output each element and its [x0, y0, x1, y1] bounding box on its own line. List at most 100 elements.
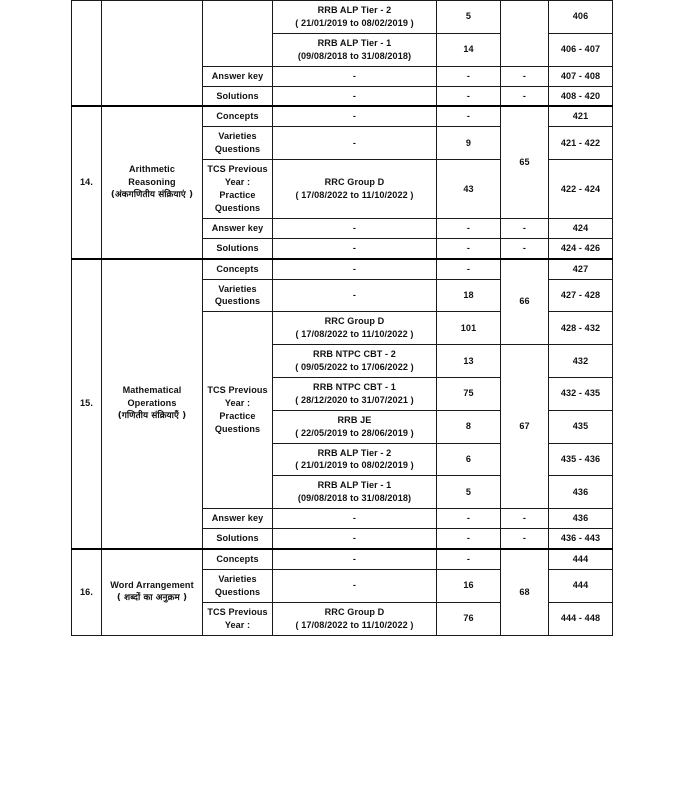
- tcs-line2: Year :: [224, 619, 251, 630]
- cell-qty: -: [436, 217, 501, 239]
- tcs-line4: Questions: [214, 424, 261, 435]
- cell-type-tcs-previous-year: TCS Previous Year : Practice Questions: [202, 311, 273, 510]
- cell-qty: 75: [436, 376, 501, 411]
- cell-type-answer-key: Answer key: [202, 217, 273, 239]
- cell-page: 432 - 435: [548, 376, 613, 411]
- cell-chapter: -: [500, 217, 549, 239]
- cell-qty: -: [436, 528, 501, 550]
- cell-exam-ntpc-cbt-2: RRB NTPC CBT - 2 ( 09/05/2022 to 17/06/2…: [272, 344, 437, 378]
- table-row-section-15-varieties: Varieties Questions - 18 427 - 428: [72, 278, 613, 313]
- cell-page: 421: [548, 105, 613, 128]
- tcs-line3: Practice: [219, 189, 256, 200]
- cell-exam: -: [272, 568, 437, 603]
- cell-exam: -: [272, 528, 437, 550]
- cell-qty: 5: [436, 475, 501, 510]
- table-row-section-15-ntpc-cbt-2: RRB NTPC CBT - 2 ( 09/05/2022 to 17/06/2…: [72, 344, 613, 510]
- cell-type-concepts: Concepts: [202, 105, 273, 128]
- cell-chapter: -: [500, 508, 549, 530]
- cell-exam-ntpc-cbt-1: RRB NTPC CBT - 1 ( 28/12/2020 to 31/07/2…: [272, 376, 437, 411]
- cell-qty: -: [436, 65, 501, 87]
- tcs-line2: Year :: [224, 398, 251, 409]
- cell-exam-rrc-group-d: RRC Group D ( 17/08/2022 to 11/10/2022 ): [272, 601, 437, 636]
- cell-sno-15: 15.: [71, 257, 102, 550]
- cell-exam: -: [272, 278, 437, 313]
- cell-exam-alp-tier-2: RRB ALP Tier - 2 ( 21/01/2019 to 08/02/2…: [272, 0, 437, 34]
- cell-page: 435 - 436: [548, 442, 613, 477]
- cell-sno-14: 14.: [71, 105, 102, 260]
- cell-page: 406 - 407: [548, 32, 613, 67]
- cell-type-solutions: Solutions: [202, 528, 273, 550]
- exam-date: ( 17/08/2022 to 11/10/2022 ): [295, 189, 414, 200]
- cell-type-varieties: Varieties Questions: [202, 568, 273, 603]
- cell-page: 421 - 422: [548, 126, 613, 161]
- cell-chapter-carryover: [500, 0, 549, 67]
- cell-chapter: -: [500, 237, 549, 260]
- exam-name: RRB ALP Tier - 1: [317, 37, 392, 48]
- table-row-section-14-solutions: Solutions - - - 424 - 426: [72, 237, 613, 260]
- topic-en-line2: Reasoning: [128, 176, 176, 187]
- table-row-section-14-answer-key: Answer key - - - 424: [72, 217, 613, 239]
- varieties-line2: Questions: [214, 296, 261, 307]
- topic-hindi: (गणितीय संक्रियाएँ ): [117, 411, 187, 422]
- topic-hindi: (अंकगणितीय संक्रियाएं ): [110, 189, 194, 200]
- table-row: RRB ALP Tier - 1 (09/08/2018 to 31/08/20…: [72, 32, 613, 67]
- exam-name: RRC Group D: [324, 177, 385, 188]
- exam-date: ( 17/08/2022 to 11/10/2022 ): [295, 619, 414, 630]
- cell-qty: -: [436, 508, 501, 530]
- cell-sno-carryover: [71, 0, 102, 107]
- cell-sno-16: 16.: [71, 547, 102, 636]
- exam-date: ( 22/05/2019 to 28/06/2019 ): [295, 427, 414, 438]
- exam-name: RRB NTPC CBT - 2: [313, 349, 396, 360]
- cell-exam: -: [272, 237, 437, 260]
- topic-en-line1: Mathematical: [122, 385, 182, 396]
- cell-exam-alp-tier-1: RRB ALP Tier - 1 (09/08/2018 to 31/08/20…: [272, 475, 437, 510]
- cell-type-concepts: Concepts: [202, 257, 273, 280]
- cell-exam: -: [272, 257, 437, 280]
- table-row: Solutions - - - 408 - 420: [72, 85, 613, 107]
- table-row-section-15-alp-tier-2: RRB ALP Tier - 2 ( 21/01/2019 to 08/02/2…: [72, 442, 613, 477]
- table-row: Answer key - - - 407 - 408: [72, 65, 613, 87]
- cell-page: 436: [548, 475, 613, 510]
- cell-qty: 8: [436, 409, 501, 444]
- topic-en-line1: Word Arrangement: [110, 580, 194, 591]
- cell-chapter-65: 65: [500, 105, 549, 219]
- exam-date: ( 21/01/2019 to 08/02/2019 ): [295, 460, 414, 471]
- topic-hindi: ( शब्दों का अनुक्रम ): [116, 593, 188, 604]
- cell-chapter: -: [500, 528, 549, 550]
- exam-name: RRB ALP Tier - 2: [317, 5, 392, 15]
- exam-date: (09/08/2018 to 31/08/2018): [297, 50, 412, 61]
- table-row-section-15-concepts: 15. Mathematical Operations (गणितीय संक्…: [71, 257, 613, 550]
- table-row-section-14-varieties: Varieties Questions - 9 421 - 422: [72, 126, 613, 161]
- exam-name: RRB ALP Tier - 1: [317, 480, 392, 491]
- table-row-section-16-concepts: 16. Word Arrangement ( शब्दों का अनुक्रम…: [71, 547, 613, 636]
- syllabus-index-table: RRB ALP Tier - 2 ( 21/01/2019 to 08/02/2…: [71, 0, 613, 636]
- cell-exam: -: [272, 217, 437, 239]
- cell-chapter: -: [500, 85, 549, 107]
- cell-qty: 14: [436, 32, 501, 67]
- cell-type-answer-key: Answer key: [202, 65, 273, 87]
- cell-topic-16: Word Arrangement ( शब्दों का अनुक्रम ): [101, 547, 203, 636]
- tcs-line3: Practice: [219, 411, 256, 422]
- cell-qty: -: [436, 85, 501, 107]
- topic-en-line1: Arithmetic: [129, 164, 175, 175]
- cell-chapter-67: 67: [500, 344, 549, 510]
- cell-type-tcs-previous-year: TCS Previous Year : Practice Questions: [202, 159, 273, 219]
- cell-page: 424: [548, 217, 613, 239]
- cell-exam: -: [272, 85, 437, 107]
- cell-page: 432: [548, 344, 613, 378]
- cell-topic-carryover: [101, 0, 203, 107]
- cell-page: 444: [548, 547, 613, 570]
- cell-exam: -: [272, 126, 437, 161]
- tcs-line1: TCS Previous: [207, 385, 268, 396]
- cell-qty: -: [436, 547, 501, 570]
- tcs-line1: TCS Previous: [207, 164, 268, 175]
- cell-page: 407 - 408: [548, 65, 613, 87]
- cell-type-varieties: Varieties Questions: [202, 278, 273, 313]
- varieties-line1: Varieties: [218, 131, 257, 142]
- cell-type-concepts: Concepts: [202, 547, 273, 570]
- cell-page: 444: [548, 568, 613, 603]
- exam-date: ( 28/12/2020 to 31/07/2021 ): [295, 394, 414, 405]
- cell-qty: 76: [436, 601, 501, 636]
- cell-qty: 43: [436, 159, 501, 219]
